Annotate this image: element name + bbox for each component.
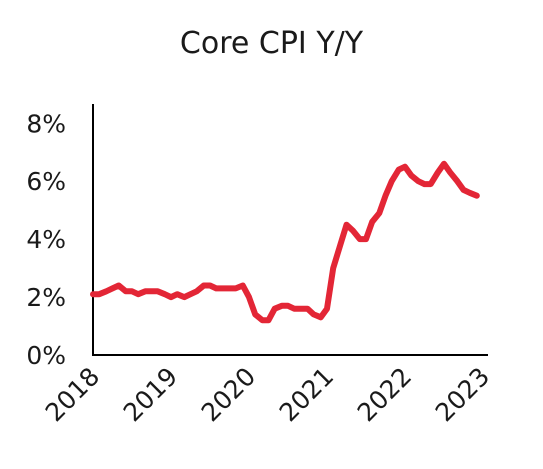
y-tick-label: 2% — [26, 283, 66, 312]
series-line — [93, 164, 477, 320]
y-tick-label: 8% — [26, 109, 66, 138]
y-tick-label: 0% — [26, 341, 66, 370]
x-tick-labels: 2018 2019 2020 2021 2022 2023 — [40, 362, 495, 427]
x-tick-label: 2020 — [196, 362, 261, 427]
y-tick-labels: 0% 2% 4% 6% 8% — [26, 109, 66, 370]
x-tick-label: 2018 — [40, 362, 105, 427]
x-tick-label: 2021 — [274, 362, 339, 427]
x-tick-label: 2023 — [430, 362, 495, 427]
x-tick-label: 2019 — [118, 362, 183, 427]
x-tick-label: 2022 — [352, 362, 417, 427]
y-tick-label: 4% — [26, 225, 66, 254]
y-tick-label: 6% — [26, 167, 66, 196]
